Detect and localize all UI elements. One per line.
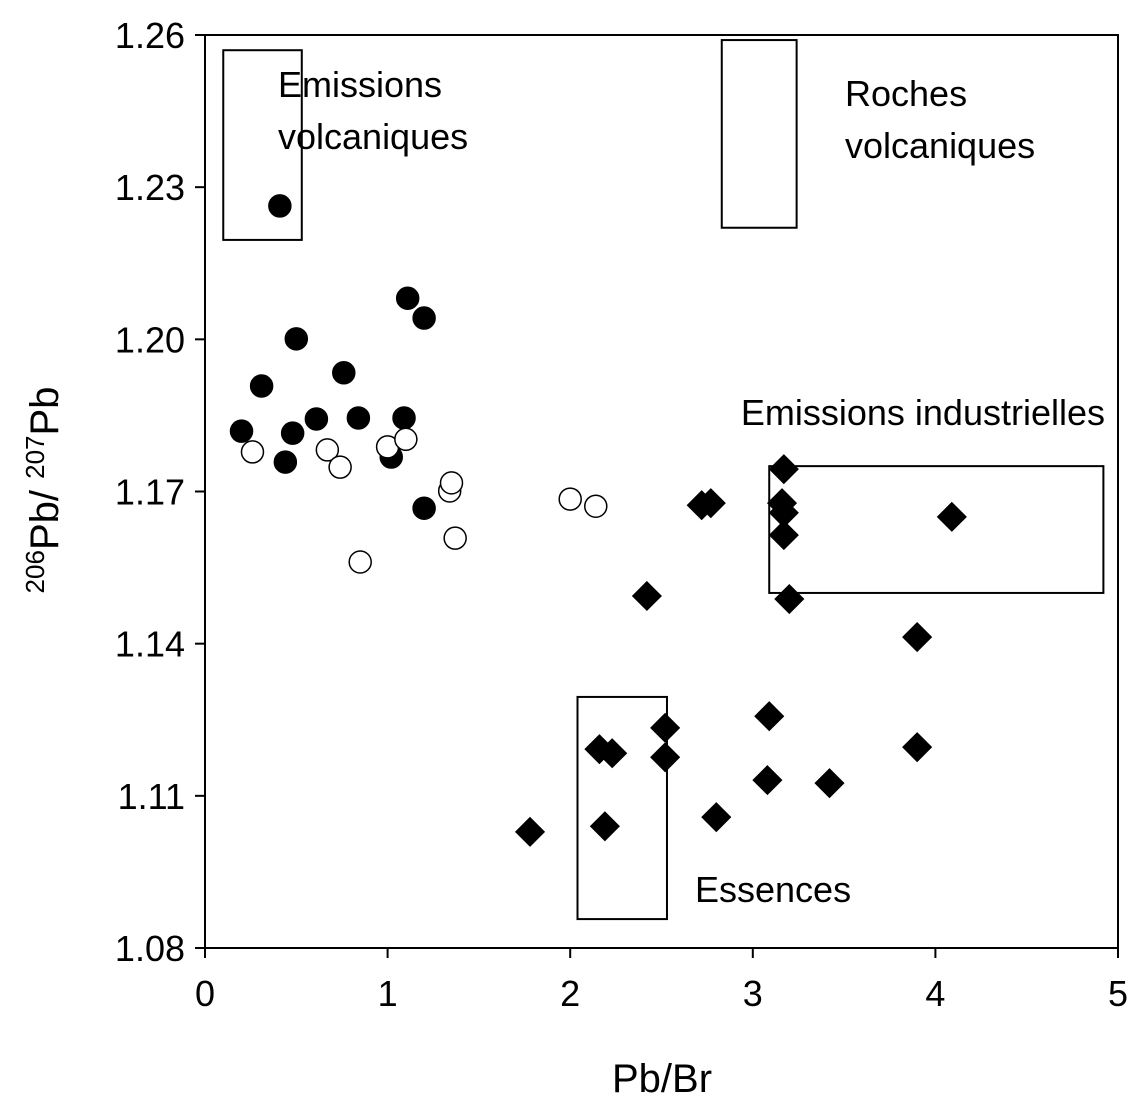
filled-circle-point xyxy=(273,450,298,474)
x-tick-label: 4 xyxy=(925,973,945,1014)
y-tick-label: 1.23 xyxy=(115,167,185,208)
diamond-point xyxy=(650,742,681,773)
diamond-point xyxy=(631,580,662,612)
open-circle-point xyxy=(439,471,464,495)
region-box xyxy=(768,465,1105,594)
y-axis-label-part: Pb/ xyxy=(23,479,67,550)
open-circle-point xyxy=(443,526,467,550)
region-box xyxy=(222,49,303,241)
filled-circle-point xyxy=(229,419,254,443)
filled-circle-point xyxy=(332,361,356,385)
diamond-point xyxy=(597,738,628,769)
diamond-point xyxy=(902,732,933,763)
region-label: Emissions industrielles xyxy=(741,392,1105,433)
diamond-point xyxy=(814,768,845,799)
filled-circle-point xyxy=(412,496,436,520)
filled-circle-point xyxy=(395,286,420,310)
diamond-point xyxy=(768,454,799,485)
open-circle-point xyxy=(315,438,340,462)
diamond-point xyxy=(650,712,681,743)
diamond-point xyxy=(686,490,717,521)
y-axis-label: 206Pb/ 207Pb xyxy=(20,387,67,594)
filled-circle-point xyxy=(249,374,274,398)
y-axis-label-superscript: 206 xyxy=(20,550,50,593)
diamond-point xyxy=(936,501,967,532)
x-tick-label: 1 xyxy=(378,973,398,1014)
region-label: volcaniques xyxy=(845,125,1035,166)
x-tick-label: 3 xyxy=(743,973,763,1014)
region-label: Essences xyxy=(695,869,851,910)
region-label: volcaniques xyxy=(278,116,468,157)
open-circle-point xyxy=(558,487,582,511)
diamond-point xyxy=(902,622,933,653)
diamond-point xyxy=(701,802,732,833)
x-axis-label: Pb/Br xyxy=(612,1057,712,1101)
x-tick-label: 2 xyxy=(560,973,580,1014)
y-tick-label: 1.08 xyxy=(115,928,185,969)
plot-frame xyxy=(204,34,1119,949)
y-tick-label: 1.11 xyxy=(118,776,185,817)
x-tick-label: 5 xyxy=(1108,973,1128,1014)
open-circle-point xyxy=(328,455,352,479)
filled-circle-point xyxy=(280,421,305,445)
diamond-point xyxy=(514,816,546,847)
diamond-point xyxy=(768,520,799,551)
x-tick-label: 0 xyxy=(195,973,215,1014)
y-tick-label: 1.20 xyxy=(115,319,185,360)
y-axis-label-part: Pb xyxy=(23,387,67,436)
region-box xyxy=(576,695,668,921)
y-tick-label: 1.17 xyxy=(115,472,185,513)
region-label: Emissions xyxy=(278,64,442,105)
filled-circle-point xyxy=(284,327,309,351)
filled-circle-point xyxy=(304,407,329,431)
filled-circle-point xyxy=(268,194,292,218)
y-tick-label: 1.26 xyxy=(115,15,185,56)
filled-circle-point xyxy=(392,406,416,430)
diamond-point xyxy=(589,811,620,842)
y-tick-label: 1.14 xyxy=(115,624,185,665)
diamond-point xyxy=(754,701,785,732)
diamond-point xyxy=(774,583,805,615)
open-circle-point xyxy=(348,550,372,574)
y-axis-label-superscript: 207 xyxy=(20,436,50,479)
filled-circle-point xyxy=(346,406,371,430)
region-box xyxy=(720,39,798,229)
open-circle-point xyxy=(240,440,265,464)
region-label: Roches xyxy=(845,73,967,114)
diamond-point xyxy=(752,765,783,796)
open-circle-point xyxy=(394,427,418,452)
filled-circle-point xyxy=(412,306,436,330)
open-circle-point xyxy=(584,494,608,518)
